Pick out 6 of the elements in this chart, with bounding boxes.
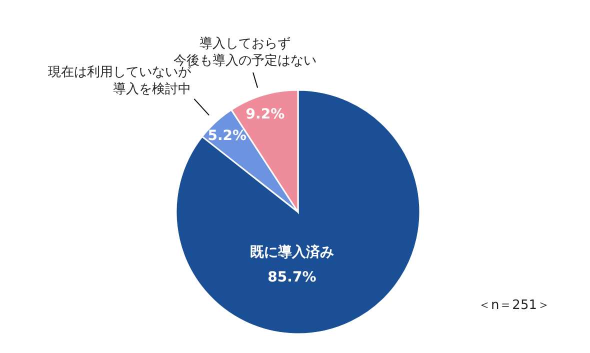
- data-label: 9.2%: [246, 106, 285, 122]
- slice-label: 既に導入済み: [250, 243, 334, 260]
- slice-label: 現在は利用していないが導入を検討中: [48, 64, 192, 97]
- data-label: 5.2%: [208, 128, 247, 144]
- text: ＜n＝251＞: [478, 297, 550, 314]
- data-label: 85.7%: [268, 269, 316, 286]
